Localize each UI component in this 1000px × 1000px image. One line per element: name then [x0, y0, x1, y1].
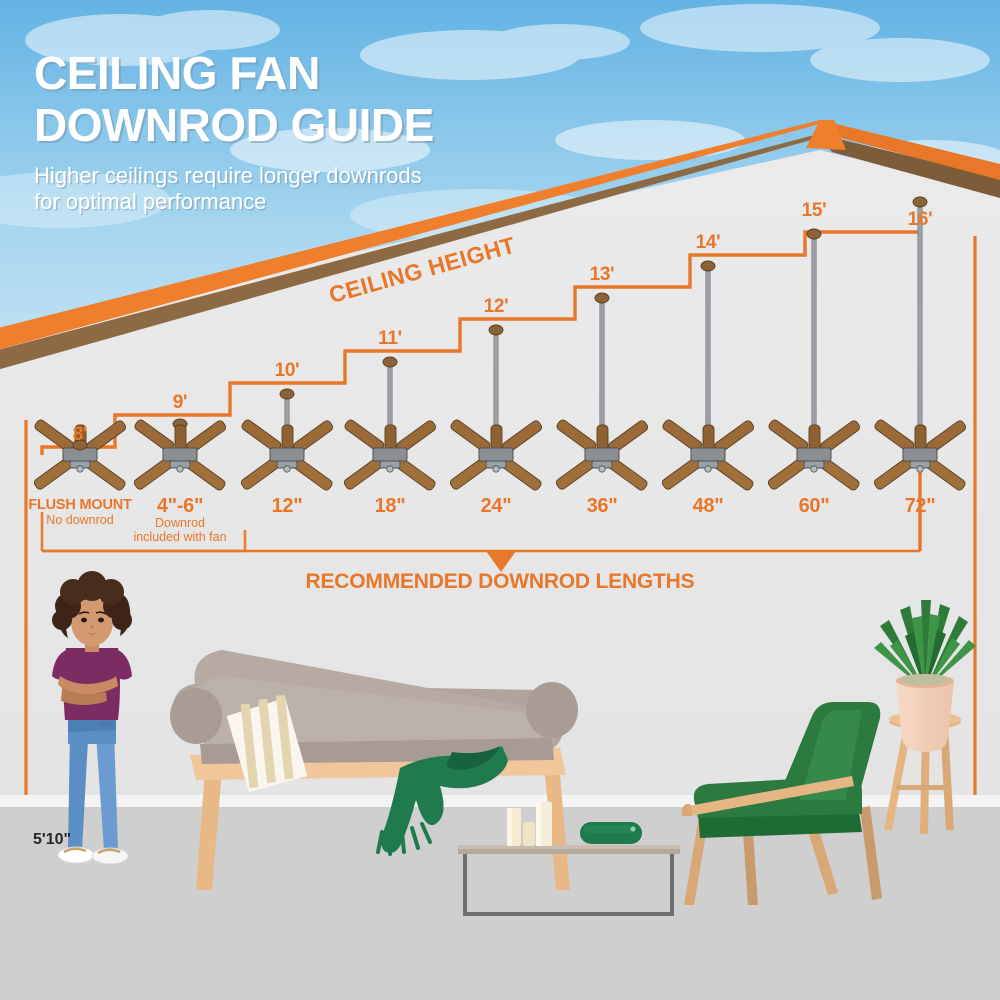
fan-15ft	[767, 228, 861, 491]
fan-blades	[873, 419, 967, 491]
fan-8ft	[33, 419, 127, 491]
ceiling-label-13ft: 13'	[589, 264, 615, 285]
downrod-label-60in: 60"	[798, 495, 830, 517]
downrod-note-4-6in: Downrod included with fan	[133, 516, 227, 545]
canopy	[594, 292, 610, 304]
green-throw	[376, 746, 508, 856]
canopy	[912, 196, 928, 208]
canopy	[488, 324, 504, 336]
person-height-label: 5'10"	[33, 831, 72, 848]
ceiling-label-8ft: 8'	[72, 424, 88, 445]
canopy	[806, 228, 822, 240]
downrod-label-24in: 24"	[480, 495, 512, 517]
fan-12ft	[449, 324, 543, 491]
fan-blades	[555, 419, 649, 491]
recommended-downrod-lengths-label: RECOMMENDED DOWNROD LENGTHS	[305, 570, 695, 593]
canopy	[382, 356, 398, 368]
ceiling-label-15ft: 15'	[801, 200, 827, 221]
downrod-label-4-6in: 4"-6"	[156, 495, 204, 517]
fan-blades	[767, 419, 861, 491]
fan-blades	[33, 419, 127, 491]
fan-blades	[240, 419, 334, 491]
page-title-line1: CEILING FAN	[34, 47, 320, 99]
downrod-note-flush-mount: No downrod	[46, 513, 114, 527]
fan-10ft	[240, 388, 334, 491]
downrod-label-36in: 36"	[586, 495, 618, 517]
canopy	[700, 260, 716, 272]
downrod-label-flush-mount: FLUSH MOUNT	[28, 497, 132, 513]
potted-plant	[874, 600, 976, 752]
downrod-label-12in: 12"	[271, 495, 303, 517]
coffee-table	[458, 802, 680, 916]
ceiling-label-12ft: 12'	[483, 296, 509, 317]
sofa	[170, 650, 578, 890]
downrod-label-48in: 48"	[692, 495, 724, 517]
armchair	[681, 702, 882, 905]
fan-9ft	[133, 418, 227, 491]
canopy	[279, 388, 295, 400]
downrod-label-18in: 18"	[374, 495, 406, 517]
fan-16ft	[873, 196, 967, 491]
room-floor	[0, 795, 1000, 1000]
fan-13ft	[555, 292, 649, 491]
downrod-label-72in: 72"	[904, 495, 936, 517]
ceiling-step-line	[40, 230, 922, 572]
striped-pillow	[226, 694, 308, 793]
down-arrow-icon	[486, 551, 516, 572]
canopy	[72, 439, 88, 451]
green-book	[580, 822, 642, 844]
fan-11ft	[343, 356, 437, 491]
roof	[0, 120, 1000, 370]
ceiling-label-9ft: 9'	[172, 392, 188, 413]
ceiling-label-14ft: 14'	[695, 232, 721, 253]
ceiling-label-11ft: 11'	[378, 328, 402, 349]
ceiling-label-16ft: 16'	[907, 209, 933, 230]
person-figure	[52, 571, 132, 865]
ceiling-label-10ft: 10'	[274, 360, 300, 381]
page-subtitle: Higher ceilings require longer downrods …	[34, 163, 422, 214]
ceiling-fans-group	[33, 196, 967, 491]
candles	[507, 802, 552, 846]
fan-14ft	[661, 260, 755, 491]
page-title-line2: DOWNROD GUIDE	[34, 99, 434, 151]
